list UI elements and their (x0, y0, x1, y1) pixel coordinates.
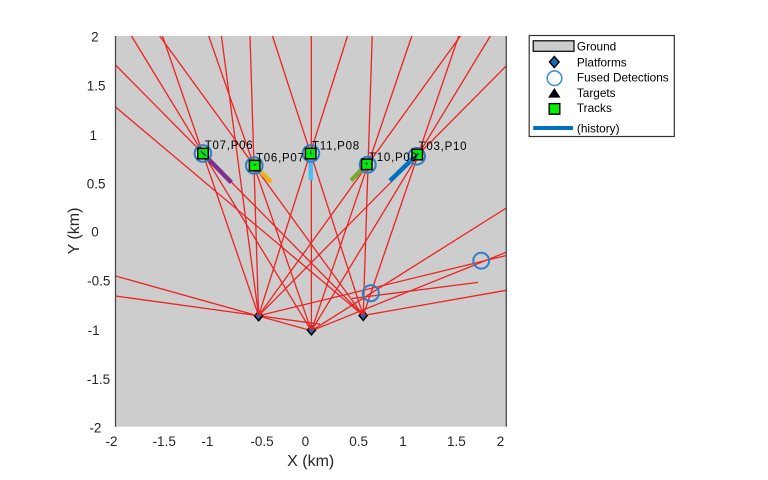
svg-text:1.5: 1.5 (447, 434, 466, 449)
svg-text:-2: -2 (89, 421, 101, 436)
svg-text:Targets: Targets (577, 86, 616, 100)
svg-text:2: 2 (497, 434, 505, 449)
svg-text:Tracks: Tracks (577, 101, 612, 115)
svg-text:-1: -1 (201, 434, 213, 449)
svg-text:0.5: 0.5 (87, 177, 106, 192)
svg-text:Ground: Ground (577, 40, 616, 54)
svg-text:(history): (history) (577, 121, 620, 135)
svg-text:T07,P06: T07,P06 (205, 140, 254, 152)
svg-text:T10,P09: T10,P09 (369, 152, 418, 164)
svg-text:1: 1 (399, 434, 407, 449)
svg-text:T11,P08: T11,P08 (312, 140, 360, 152)
svg-text:Y (km): Y (km) (66, 208, 83, 255)
svg-text:0: 0 (302, 434, 310, 449)
svg-text:T06,P07: T06,P07 (256, 152, 305, 164)
svg-text:Fused Detections: Fused Detections (577, 71, 669, 85)
svg-text:-2: -2 (105, 434, 117, 449)
svg-text:-0.5: -0.5 (250, 434, 273, 449)
svg-text:-1.5: -1.5 (87, 372, 110, 387)
svg-text:2: 2 (91, 30, 99, 45)
svg-text:-0.5: -0.5 (87, 274, 110, 289)
svg-text:-1: -1 (88, 323, 100, 338)
svg-text:1: 1 (89, 128, 97, 143)
svg-text:X (km): X (km) (287, 453, 334, 470)
svg-text:1.5: 1.5 (87, 79, 106, 94)
svg-text:0: 0 (91, 225, 99, 240)
svg-text:-1.5: -1.5 (153, 434, 176, 449)
svg-text:Platforms: Platforms (577, 56, 627, 70)
svg-text:T03,P10: T03,P10 (419, 141, 468, 153)
svg-text:0.5: 0.5 (349, 434, 368, 449)
